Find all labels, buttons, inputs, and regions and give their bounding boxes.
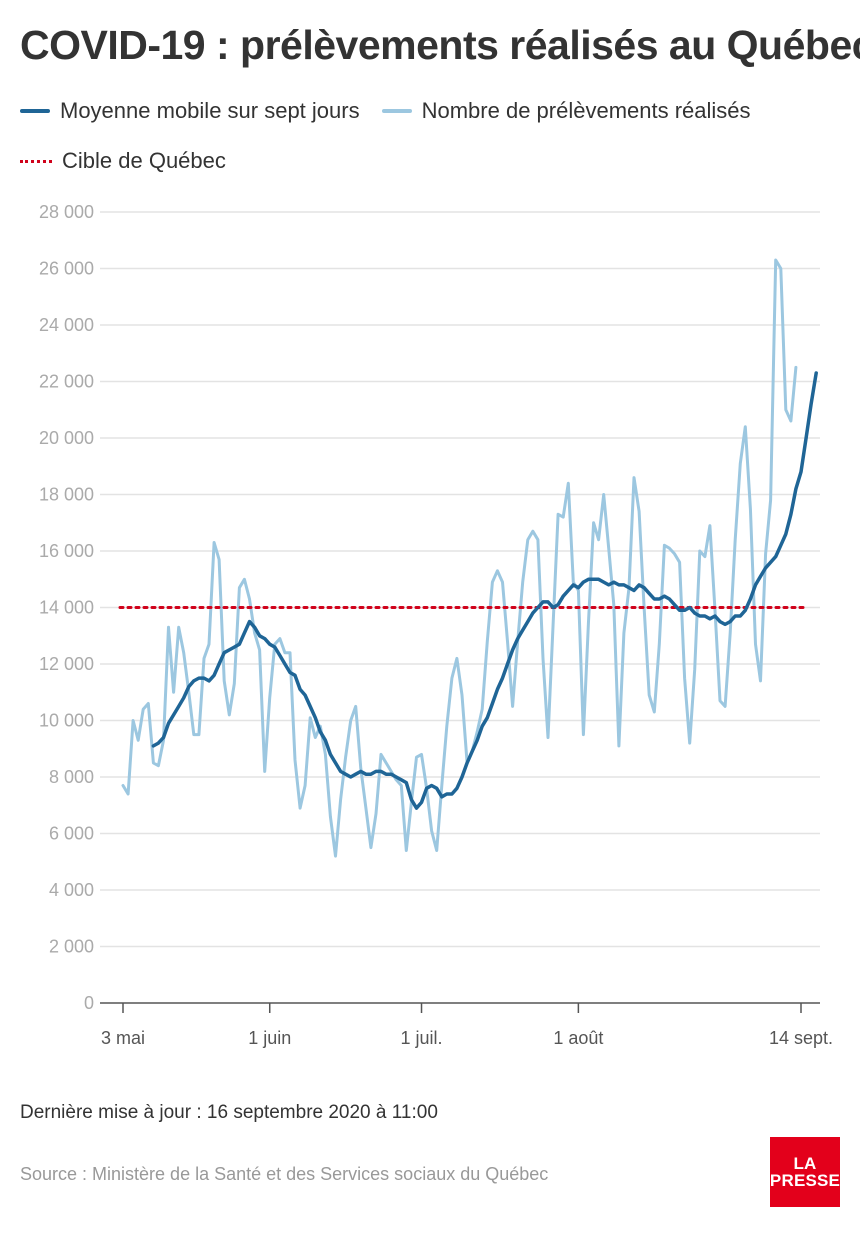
x-axis: 3 mai 1 juin 1 juil. 1 août 14 sept. (100, 1002, 833, 1048)
y-tick-label: 20 000 (39, 428, 94, 448)
x-tick-label: 1 juin (248, 1028, 291, 1048)
legend-swatch-daily (381, 109, 412, 113)
y-tick-label: 24 000 (39, 315, 94, 335)
legend-label-moving-average: Moyenne mobile sur sept jours (60, 98, 360, 123)
x-tick-label: 3 mai (101, 1028, 145, 1048)
source-note: Source : Ministère de la Santé et des Se… (20, 1164, 549, 1184)
y-tick-label: 8 000 (49, 767, 94, 787)
legend-target-row: Cible de Québec (20, 148, 248, 174)
chart-title: COVID-19 : prélèvements réalisés au Québ… (20, 22, 860, 68)
y-tick-label: 28 000 (39, 202, 94, 222)
legend-swatch-target (20, 159, 52, 163)
la-presse-logo: LA PRESSE (770, 1137, 840, 1207)
legend-label-daily: Nombre de prélèvements réalisés (421, 98, 751, 123)
series-line-daily (121, 258, 798, 858)
last-updated: Dernière mise à jour : 16 septembre 2020… (20, 1102, 438, 1123)
line-chart: 0 2 000 4 000 6 000 8 000 10 000 12 000 14 000 1… (39, 202, 833, 1048)
y-axis: 0 2 000 4 000 6 000 8 000 10 000 12 000 14 000 1… (39, 202, 94, 1013)
x-tick-label: 14 sept. (769, 1028, 833, 1048)
y-tick-label: 10 000 (39, 711, 94, 731)
x-tick-label: 1 août (553, 1028, 603, 1048)
y-tick-label: 2 000 (49, 937, 94, 957)
y-tick-label: 14 000 (39, 598, 94, 618)
legend-swatch-moving-average (20, 109, 50, 113)
legend: Moyenne mobile sur sept jours Nombre de … (20, 98, 773, 124)
y-tick-label: 6 000 (49, 824, 94, 844)
y-tick-label: 16 000 (39, 541, 94, 561)
series-layer (118, 258, 818, 858)
legend-label-target: Cible de Québec (62, 148, 226, 173)
y-tick-label: 0 (84, 993, 94, 1013)
y-tick-label: 4 000 (49, 880, 94, 900)
y-tick-label: 26 000 (39, 259, 94, 279)
legend-item-daily: Nombre de prélèvements réalisés (381, 98, 751, 124)
y-tick-label: 22 000 (39, 372, 94, 392)
logo-line-1: LA (793, 1154, 817, 1173)
legend-item-target: Cible de Québec (20, 148, 226, 174)
logo-line-2: PRESSE (769, 1171, 841, 1190)
legend-item-moving-average: Moyenne mobile sur sept jours (20, 98, 360, 124)
y-tick-label: 18 000 (39, 485, 94, 505)
series-line-moving-average (151, 371, 818, 810)
x-tick-label: 1 juil. (401, 1028, 443, 1048)
y-tick-label: 12 000 (39, 654, 94, 674)
